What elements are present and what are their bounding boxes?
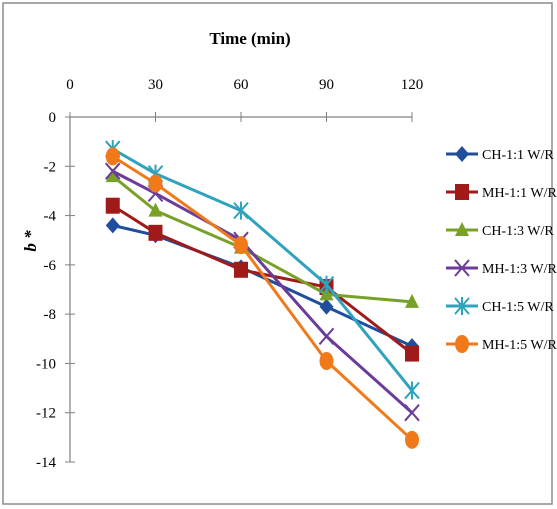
y-tick-label: -10 bbox=[36, 356, 56, 372]
legend-item: CH-1:3 W/R bbox=[446, 222, 554, 239]
y-tick-label: -14 bbox=[36, 455, 56, 471]
legend-label: MH-1:1 W/R bbox=[482, 186, 557, 201]
data-point bbox=[405, 293, 419, 308]
legend-label: MH-1:5 W/R bbox=[482, 338, 557, 353]
data-point bbox=[319, 298, 334, 315]
legend-item: MH-1:5 W/R bbox=[446, 335, 557, 353]
legend-label: MH-1:3 W/R bbox=[482, 262, 557, 277]
y-tick-label: 0 bbox=[49, 110, 57, 126]
data-point bbox=[404, 404, 420, 422]
data-point bbox=[104, 162, 121, 180]
legend-marker bbox=[454, 259, 470, 277]
data-point bbox=[105, 197, 120, 214]
legend-marker bbox=[455, 335, 469, 353]
y-tick-label: -2 bbox=[44, 159, 57, 175]
y-tick-label: -12 bbox=[36, 406, 56, 422]
data-point bbox=[319, 351, 334, 370]
legend-item: MH-1:3 W/R bbox=[446, 259, 557, 277]
x-tick-label: 60 bbox=[234, 77, 249, 93]
data-point bbox=[405, 430, 419, 449]
data-point bbox=[234, 261, 248, 278]
data-point bbox=[405, 345, 419, 362]
x-tick-label: 30 bbox=[148, 77, 163, 93]
series-markers bbox=[105, 147, 419, 449]
x-axis-title: Time (min) bbox=[209, 29, 290, 48]
legend-marker bbox=[454, 297, 470, 315]
legend-marker bbox=[455, 146, 469, 162]
data-point bbox=[233, 201, 249, 220]
y-tick-label: -8 bbox=[44, 307, 57, 323]
legend-item: MH-1:1 W/R bbox=[446, 184, 557, 201]
legend-marker bbox=[455, 184, 469, 200]
data-point bbox=[105, 147, 120, 166]
x-tick-label: 90 bbox=[319, 77, 334, 93]
legend-label: CH-1:5 W/R bbox=[482, 300, 554, 315]
y-axis-title: b * bbox=[21, 230, 40, 252]
plot-area: 0 30 60 90 120 0 -2 -4 -6 -8 -10 -12 -14 bbox=[36, 77, 423, 471]
data-point bbox=[148, 174, 163, 193]
data-point bbox=[234, 236, 248, 255]
legend-item: CH-1:5 W/R bbox=[446, 297, 554, 315]
legend-marker bbox=[455, 222, 469, 236]
data-point bbox=[148, 202, 163, 217]
chart-border bbox=[2, 2, 553, 505]
legend: CH-1:1 W/R MH-1:1 W/R CH-1:3 W/R MH-1:3 W/R… bbox=[446, 146, 557, 353]
legend-label: CH-1:3 W/R bbox=[482, 224, 554, 239]
legend-item: CH-1:1 W/R bbox=[446, 146, 554, 163]
data-point bbox=[318, 275, 335, 294]
data-point bbox=[105, 217, 120, 234]
data-point bbox=[148, 224, 163, 241]
data-point bbox=[105, 168, 120, 183]
y-tick-label: -4 bbox=[44, 209, 57, 225]
x-tick-label: 120 bbox=[401, 77, 424, 93]
x-tick-label: 0 bbox=[66, 77, 74, 93]
y-tick-label: -6 bbox=[44, 258, 57, 274]
data-point bbox=[404, 381, 420, 400]
legend-label: CH-1:1 W/R bbox=[482, 148, 554, 163]
data-point bbox=[318, 327, 335, 345]
